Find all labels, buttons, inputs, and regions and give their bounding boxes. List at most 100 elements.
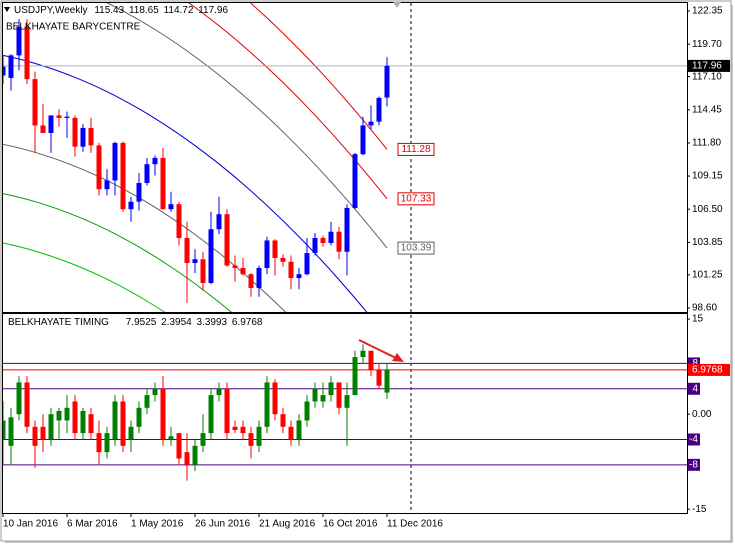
candle-body bbox=[152, 388, 158, 396]
candle-body bbox=[160, 388, 166, 440]
candle-body bbox=[48, 414, 54, 440]
arrow-annotation bbox=[358, 339, 404, 362]
level-label-box bbox=[688, 433, 700, 446]
y-tick-label: 122.35 bbox=[692, 6, 723, 17]
candle-body bbox=[336, 231, 342, 252]
level-label-box bbox=[688, 458, 700, 471]
timing-title: BELKHAYATE TIMING bbox=[8, 317, 109, 328]
candle-body bbox=[280, 257, 286, 262]
candle-body bbox=[264, 240, 270, 268]
y-tick-label: 0.00 bbox=[692, 409, 712, 420]
candle-body bbox=[288, 261, 294, 278]
candle-body bbox=[184, 237, 190, 263]
candle-body bbox=[344, 395, 350, 408]
symbol-label: USDJPY,Weekly bbox=[14, 5, 88, 16]
candle-body bbox=[272, 382, 278, 415]
y-tick-label: 98.60 bbox=[692, 303, 717, 314]
band-label-box bbox=[397, 142, 435, 156]
level-label: 4 bbox=[692, 383, 698, 394]
y-tick-label: 109.15 bbox=[692, 171, 723, 182]
candle-body bbox=[352, 357, 358, 396]
candle-body bbox=[24, 382, 30, 427]
timing-open: 3.3993 bbox=[196, 317, 227, 328]
level-label-box bbox=[688, 382, 700, 395]
timing-header: BELKHAYATE TIMING 7.9525 2.3954 3.3993 6… bbox=[8, 317, 263, 328]
candle-body bbox=[240, 426, 246, 434]
candle-body bbox=[48, 115, 54, 133]
candle-body bbox=[328, 231, 334, 243]
candle-body bbox=[320, 237, 326, 243]
candle-body bbox=[176, 204, 182, 238]
candle-body bbox=[72, 401, 78, 434]
candle-body bbox=[248, 433, 254, 446]
candle-body bbox=[264, 382, 270, 427]
candle-body bbox=[104, 180, 110, 190]
candle-body bbox=[192, 445, 198, 465]
candle-body bbox=[296, 274, 302, 278]
candle-body bbox=[200, 259, 206, 283]
candle-body bbox=[360, 350, 366, 358]
candle-body bbox=[192, 259, 198, 263]
timing-low: 2.3954 bbox=[161, 317, 192, 328]
arrow-shaft bbox=[358, 339, 397, 359]
x-tick-label: 6 Mar 2016 bbox=[67, 519, 118, 530]
candle-body bbox=[288, 426, 294, 440]
band-label-box bbox=[397, 192, 435, 206]
current-value-box bbox=[688, 363, 730, 376]
candle-body bbox=[120, 401, 126, 446]
band-line bbox=[3, 242, 166, 312]
candle-body bbox=[184, 452, 190, 465]
candle-body bbox=[208, 229, 214, 283]
timing-high: 7.9525 bbox=[126, 317, 157, 328]
candle-body bbox=[320, 395, 326, 402]
y-tick-label: 114.45 bbox=[692, 104, 722, 115]
candle-body bbox=[56, 410, 62, 421]
candle-body bbox=[40, 125, 46, 133]
candle-body bbox=[24, 26, 30, 80]
candle-body bbox=[352, 154, 358, 208]
candle-body bbox=[40, 426, 46, 440]
x-tick-label: 10 Jan 2016 bbox=[3, 519, 58, 530]
arrow-head bbox=[392, 353, 404, 362]
candle-body bbox=[88, 127, 94, 146]
band-line bbox=[3, 143, 287, 312]
price-header: USDJPY,Weekly 115.43 118.65 114.72 117.9… bbox=[14, 5, 228, 16]
main-title: BELKHAYATE BARYCENTRE bbox=[6, 22, 141, 33]
candle-body bbox=[216, 388, 222, 396]
band-label-box bbox=[397, 241, 435, 255]
candle-body bbox=[296, 420, 302, 440]
candle-body bbox=[16, 382, 22, 415]
candle-body bbox=[80, 127, 86, 147]
barycentre-line bbox=[3, 54, 368, 312]
candle-body bbox=[128, 426, 134, 440]
band-label: 107.33 bbox=[401, 193, 432, 204]
candle-body bbox=[312, 388, 318, 402]
candle-body bbox=[336, 382, 342, 408]
x-tick-label: 16 Oct 2016 bbox=[323, 519, 378, 530]
x-tick-label: 26 Jun 2016 bbox=[195, 519, 250, 530]
candle-body bbox=[256, 426, 262, 446]
x-tick-label: 11 Dec 2016 bbox=[387, 519, 443, 530]
candle-body bbox=[328, 382, 334, 396]
main-panel-border bbox=[2, 2, 688, 313]
y-tick-label: 103.85 bbox=[692, 237, 723, 248]
level-label: 8 bbox=[692, 358, 698, 369]
candle-body bbox=[304, 252, 310, 275]
candle-body bbox=[216, 214, 222, 230]
y-tick-label: 119.70 bbox=[692, 39, 722, 50]
candle-body bbox=[200, 433, 206, 446]
candle-body bbox=[144, 164, 150, 183]
band-line bbox=[3, 193, 232, 312]
candle-body bbox=[232, 265, 238, 268]
band-label: 111.28 bbox=[401, 144, 431, 155]
current-price-label: 117.96 bbox=[692, 61, 722, 72]
candle-body bbox=[176, 433, 182, 459]
level-label: -4 bbox=[689, 434, 698, 445]
main-plot bbox=[3, 3, 687, 312]
candle-body bbox=[280, 414, 286, 427]
candle-body bbox=[256, 267, 262, 288]
candle-body bbox=[112, 142, 118, 181]
candle-body bbox=[3, 66, 6, 76]
